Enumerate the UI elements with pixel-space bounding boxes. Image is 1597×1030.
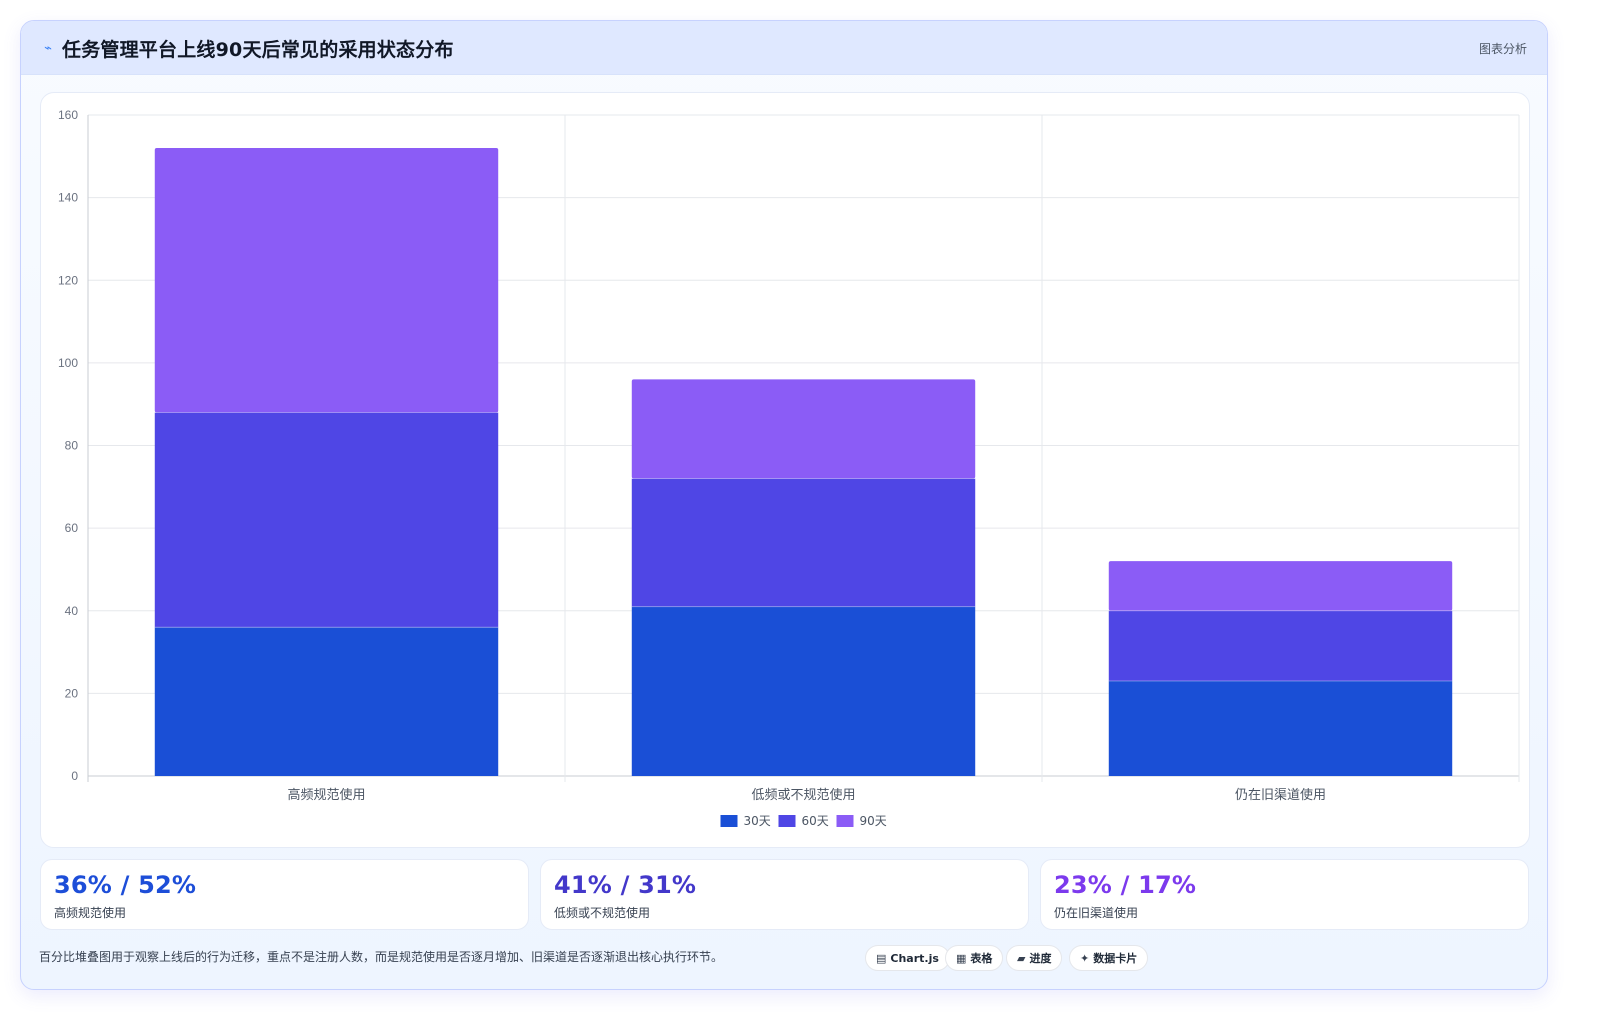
stacked-bar-chart: 0 20 40 60 80 100 120 140 160 高频规范使用 低频或不规范使用 仍在旧渠道… — [58, 108, 1520, 828]
legend-swatch[interactable] — [836, 815, 854, 827]
chip-data-card[interactable]: ✦ 数据卡片 — [1069, 945, 1149, 971]
chip-progress[interactable]: ▰ 进度 — [1006, 945, 1063, 971]
bar-segment[interactable] — [1108, 610, 1453, 681]
legend-swatch[interactable] — [778, 815, 796, 827]
bar-segment[interactable] — [1108, 680, 1453, 776]
chart-title: 任务管理平台上线90天后常见的采用状态分布 — [62, 39, 454, 61]
progress-icon: ▰ — [1017, 952, 1026, 965]
y-tick-label: 20 — [65, 686, 79, 700]
chip-label: 进度 — [1029, 952, 1052, 965]
stat-label-2: 低频或不规范使用 — [554, 906, 651, 920]
y-tick-label: 80 — [65, 439, 79, 453]
axis-layer: 0 20 40 60 80 100 120 140 160 高频规范使用 低频或不规范使用 仍在旧渠道… — [58, 108, 1326, 803]
table-icon: ▦ — [956, 952, 967, 965]
legend-label[interactable]: 30天 — [744, 814, 771, 828]
bar-segment[interactable] — [631, 478, 976, 607]
chart-icon: ▤ — [876, 952, 887, 965]
stat-card-3: 23% / 17% 仍在旧渠道使用 — [1040, 859, 1529, 930]
stat-value-3: 23% / 17% — [1054, 871, 1197, 899]
chip-chartjs[interactable]: ▤ Chart.js — [865, 945, 950, 971]
stat-label-1: 高频规范使用 — [54, 906, 127, 920]
chart-panel: 0 20 40 60 80 100 120 140 160 高频规范使用 低频或不规范使用 仍在旧渠道… — [40, 92, 1530, 848]
trend-icon: ⌁ — [44, 40, 52, 55]
y-tick-label: 140 — [58, 191, 78, 205]
x-tick-label: 高频规范使用 — [287, 787, 365, 803]
stat-card-1: 36% / 52% 高频规范使用 — [40, 859, 529, 930]
stat-label-3: 仍在旧渠道使用 — [1054, 906, 1139, 920]
stats-row: 36% / 52% 高频规范使用 41% / 31% 低频或不规范使用 23% … — [40, 859, 1530, 931]
bar-segment[interactable] — [154, 627, 499, 776]
y-tick-label: 0 — [71, 769, 78, 783]
bar-segment[interactable] — [631, 606, 976, 776]
chip-label: 数据卡片 — [1093, 952, 1138, 965]
bar-segment[interactable] — [1108, 561, 1453, 611]
card-header: ⌁ 任务管理平台上线90天后常见的采用状态分布 图表分析 — [21, 21, 1547, 75]
bar-segment[interactable] — [631, 379, 976, 479]
stat-card-2: 41% / 31% 低频或不规范使用 — [540, 859, 1029, 930]
x-tick-label: 仍在旧渠道使用 — [1235, 787, 1326, 803]
legend-label[interactable]: 60天 — [802, 814, 829, 828]
y-tick-label: 60 — [65, 521, 79, 535]
chip-label: 表格 — [970, 952, 993, 965]
stat-value-1: 36% / 52% — [54, 871, 197, 899]
y-tick-label: 160 — [58, 108, 78, 122]
bar-segment[interactable] — [154, 412, 499, 628]
legend-swatch[interactable] — [720, 815, 738, 827]
chip-table[interactable]: ▦ 表格 — [945, 945, 1004, 971]
chip-label: Chart.js — [890, 952, 939, 965]
chart-analysis-tag: 图表分析 — [1478, 42, 1527, 56]
sparkle-icon: ✦ — [1080, 952, 1090, 965]
y-tick-label: 120 — [58, 273, 78, 287]
chart-card: ⌁ 任务管理平台上线90天后常见的采用状态分布 图表分析 0 20 40 60 80 10… — [20, 20, 1548, 990]
bar-segment[interactable] — [154, 148, 499, 413]
stat-value-2: 41% / 31% — [554, 871, 697, 899]
legend[interactable]: 30天 60天 90天 — [720, 814, 887, 828]
legend-label[interactable]: 90天 — [860, 814, 887, 828]
x-tick-label: 低频或不规范使用 — [751, 787, 855, 803]
bars-layer — [154, 148, 1453, 776]
chart-footnote: 百分比堆叠图用于观察上线后的行为迁移，重点不是注册人数，而是规范使用是否逐月增加… — [39, 950, 724, 964]
y-tick-label: 100 — [58, 356, 78, 370]
y-tick-label: 40 — [65, 604, 79, 618]
